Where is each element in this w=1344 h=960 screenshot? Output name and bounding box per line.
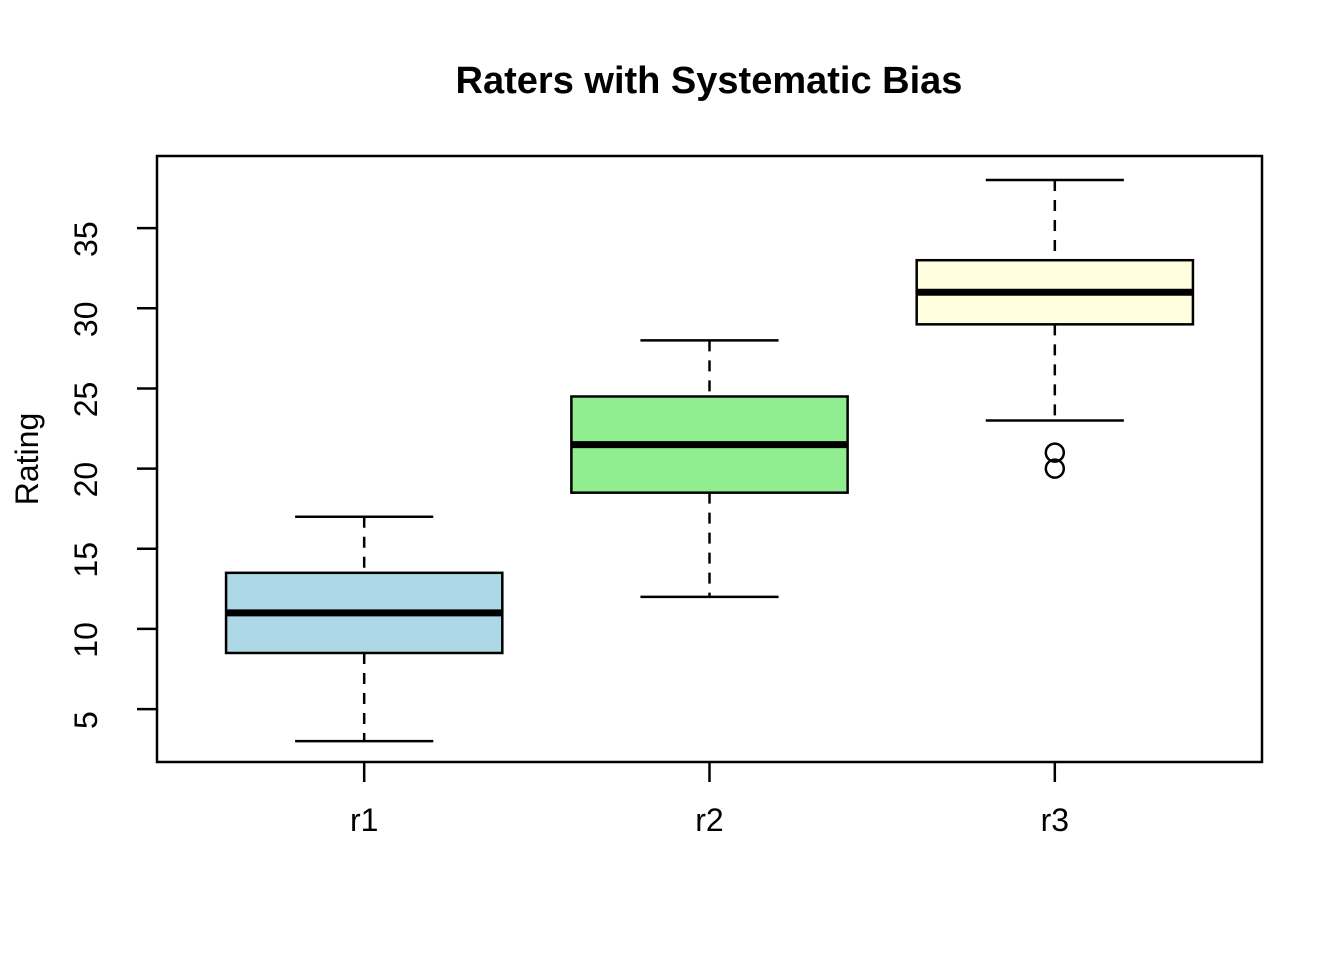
x-tick-label-r1: r1 (350, 802, 378, 838)
x-tick-label-r3: r3 (1041, 802, 1069, 838)
y-tick-label: 35 (68, 221, 104, 257)
y-tick-label: 30 (68, 302, 104, 338)
y-tick-label: 5 (68, 711, 104, 729)
y-tick-label: 20 (68, 462, 104, 498)
x-tick-label-r2: r2 (695, 802, 723, 838)
chart-title: Raters with Systematic Bias (456, 60, 963, 102)
outlier-point-r3 (1044, 442, 1066, 463)
y-tick-label: 10 (68, 622, 104, 658)
plot-area: 5 10 15 20 25 30 35 r1 r2 r3 (68, 154, 1264, 838)
y-axis-label: Rating (9, 413, 45, 506)
y-tick-label: 15 (68, 542, 104, 578)
outlier-point-r3 (1044, 458, 1066, 479)
y-tick-label: 25 (68, 382, 104, 418)
